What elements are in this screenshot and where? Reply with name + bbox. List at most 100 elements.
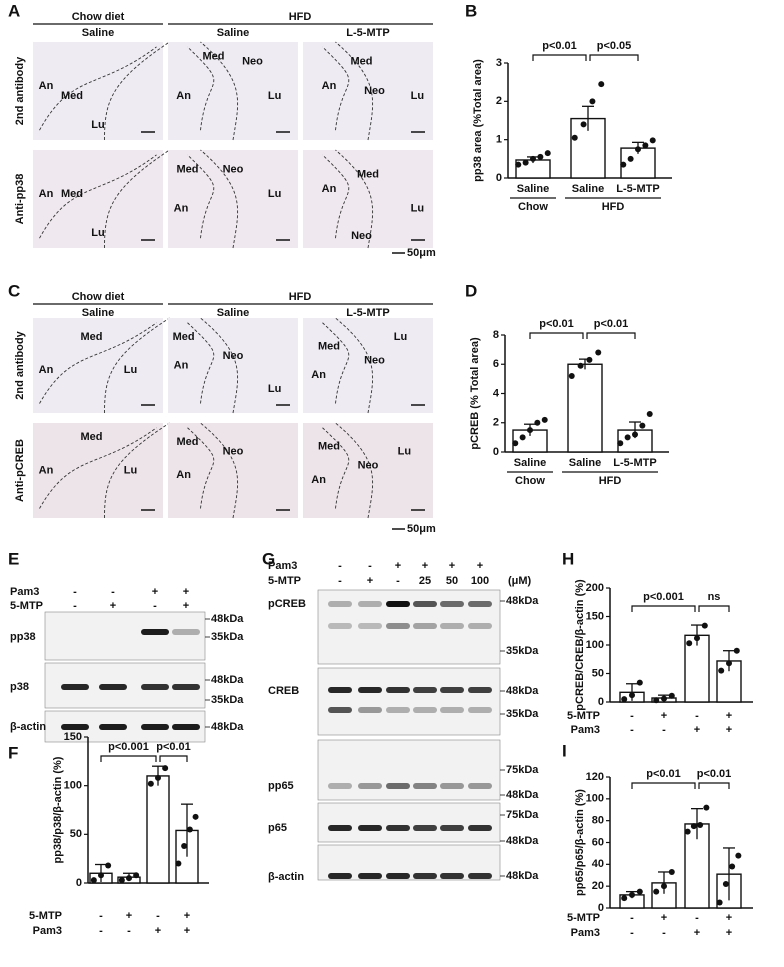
data-point — [598, 81, 605, 88]
boundary — [187, 427, 215, 509]
blot-label: p65 — [268, 822, 287, 834]
significance-bracket — [529, 332, 584, 339]
band — [358, 825, 382, 831]
y-tick-label: 4 — [493, 387, 500, 399]
data-point — [690, 823, 697, 830]
region-label: Lu — [91, 119, 104, 131]
y-tick-label: 150 — [586, 610, 604, 622]
data-point — [621, 696, 628, 703]
y-tick-label: 0 — [496, 172, 502, 184]
marker-label: 35kDa — [211, 631, 244, 643]
marker-label: 48kDa — [506, 870, 539, 882]
group-label: HFD — [599, 475, 622, 487]
band — [386, 825, 410, 831]
band — [468, 623, 492, 629]
column-header: L-5-MTP — [346, 307, 389, 319]
band — [328, 873, 352, 879]
band — [328, 687, 352, 693]
micrograph — [303, 150, 433, 248]
band — [413, 687, 437, 693]
condition-value: - — [630, 912, 634, 924]
data-point — [541, 416, 548, 423]
data-point — [735, 852, 742, 859]
data-point — [726, 660, 732, 667]
y-tick-label: 60 — [592, 836, 604, 848]
condition-value: - — [111, 586, 115, 598]
x-tick-label: L-5-MTP — [613, 457, 656, 469]
significance-bracket — [100, 755, 157, 762]
condition-value: + — [661, 912, 667, 924]
row-label: 2nd antibody — [14, 330, 26, 399]
condition-value: - — [630, 724, 634, 736]
scale-bar-label: 50μm — [407, 523, 436, 535]
condition-label: Pam3 — [10, 586, 39, 598]
column-header: Saline — [82, 307, 114, 319]
marker-label: 48kDa — [506, 595, 539, 607]
y-tick-label: 80 — [592, 815, 604, 827]
boundary — [187, 46, 215, 131]
y-tick-label: 0 — [598, 902, 604, 914]
blot — [317, 667, 501, 736]
data-point — [522, 159, 529, 166]
boundary — [322, 154, 350, 239]
data-point — [595, 349, 602, 356]
band — [386, 873, 410, 879]
micrograph — [33, 150, 163, 248]
marker-label: 48kDa — [211, 613, 244, 625]
condition-label: Pam3 — [571, 724, 600, 736]
band — [358, 687, 382, 693]
band — [61, 684, 89, 690]
y-tick-label: 100 — [586, 793, 604, 805]
band — [413, 825, 437, 831]
data-point — [133, 872, 140, 879]
band — [440, 825, 464, 831]
condition-value: - — [153, 600, 157, 612]
band — [99, 724, 127, 730]
panel-letter: F — [8, 743, 18, 762]
band — [328, 783, 352, 789]
condition-value: - — [695, 912, 699, 924]
region-label: An — [322, 183, 337, 195]
micrograph — [33, 318, 163, 413]
group-label: Chow — [515, 475, 545, 487]
region-label: Neo — [223, 445, 244, 457]
condition-label: 5-MTP — [10, 600, 43, 612]
data-point — [632, 431, 638, 438]
data-point — [571, 134, 578, 141]
significance-label: p<0.001 — [108, 741, 149, 753]
band — [440, 873, 464, 879]
panel-letter: D — [465, 281, 477, 300]
marker-label: 35kDa — [506, 645, 539, 657]
boundary — [187, 322, 215, 404]
blot-label: β-actin — [10, 721, 46, 733]
significance-bracket — [589, 54, 639, 61]
region-label: Lu — [268, 188, 281, 200]
marker-label: 48kDa — [506, 789, 539, 801]
panel-letter: C — [8, 281, 20, 300]
condition-label: 5-MTP — [29, 910, 62, 922]
y-tick-label: 100 — [586, 639, 604, 651]
condition-value: 100 — [471, 575, 489, 587]
y-tick-label: 20 — [592, 880, 604, 892]
marker-label: 48kDa — [211, 721, 244, 733]
boundary — [104, 41, 170, 141]
data-point — [98, 872, 104, 879]
data-point — [629, 692, 635, 699]
boundary — [322, 322, 350, 404]
marker-label: 75kDa — [506, 764, 539, 776]
condition-label: 5-MTP — [268, 575, 301, 587]
band — [328, 825, 352, 831]
row-label: Anti-pp38 — [14, 174, 26, 225]
significance-bracket — [631, 782, 696, 789]
x-tick-label: L-5-MTP — [616, 183, 659, 195]
data-point — [147, 780, 154, 787]
condition-value: - — [368, 560, 372, 572]
condition-value: - — [662, 724, 666, 736]
boundary — [200, 41, 239, 141]
panel-letter: G — [262, 549, 275, 568]
data-point — [718, 667, 725, 674]
data-point — [653, 888, 660, 895]
y-axis-label: pp38/p38/β-actin (%) — [52, 756, 64, 863]
significance-bracket — [698, 782, 730, 789]
